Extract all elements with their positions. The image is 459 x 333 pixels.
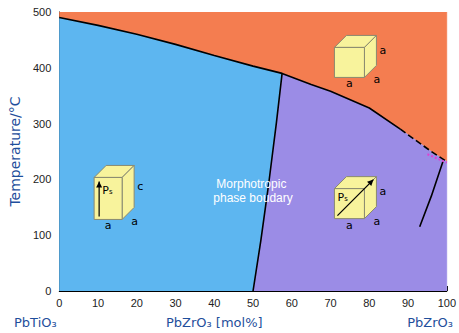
svg-text:a: a [346, 219, 353, 232]
svg-text:phase boudary: phase boudary [213, 191, 292, 205]
svg-text:PbZrO₃ [mol%]: PbZrO₃ [mol%] [166, 315, 263, 330]
svg-text:0: 0 [45, 285, 51, 297]
svg-text:a: a [131, 215, 138, 228]
svg-text:a: a [379, 44, 386, 57]
svg-text:500: 500 [33, 6, 51, 18]
svg-text:10: 10 [92, 297, 104, 309]
svg-text:50: 50 [247, 297, 259, 309]
svg-text:Temperature/°C: Temperature/°C [7, 96, 23, 207]
svg-text:a: a [346, 77, 353, 90]
svg-text:a: a [373, 73, 380, 86]
svg-text:200: 200 [33, 173, 51, 185]
svg-text:Pₛ: Pₛ [337, 191, 348, 204]
svg-text:90: 90 [402, 297, 414, 309]
svg-text:a: a [379, 185, 386, 198]
svg-text:100: 100 [33, 229, 51, 241]
svg-text:Pₛ: Pₛ [102, 184, 113, 197]
svg-text:80: 80 [363, 297, 375, 309]
svg-text:a: a [105, 219, 112, 232]
svg-text:Morphotropic: Morphotropic [216, 177, 289, 191]
svg-text:60: 60 [286, 297, 298, 309]
svg-text:400: 400 [33, 62, 51, 74]
svg-text:PbZrO₃: PbZrO₃ [407, 315, 453, 330]
svg-text:70: 70 [324, 297, 336, 309]
svg-text:20: 20 [131, 297, 143, 309]
svg-text:300: 300 [33, 118, 51, 130]
svg-text:30: 30 [169, 297, 181, 309]
svg-text:0: 0 [56, 297, 62, 309]
svg-text:40: 40 [208, 297, 220, 309]
svg-text:a: a [373, 215, 380, 228]
svg-text:c: c [137, 180, 143, 193]
svg-text:PbTiO₃: PbTiO₃ [14, 315, 57, 330]
svg-text:100: 100 [438, 297, 456, 309]
